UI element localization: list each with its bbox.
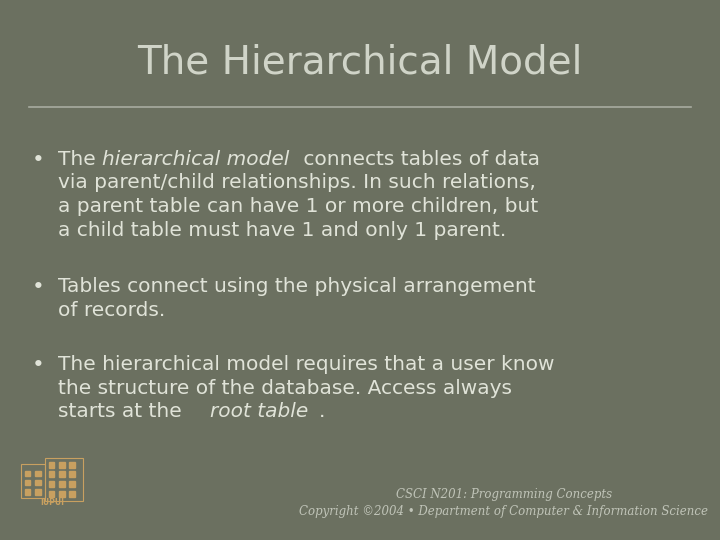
Bar: [24, 489, 30, 495]
Text: •: •: [32, 355, 45, 375]
Text: starts at the: starts at the: [58, 402, 188, 421]
Bar: [59, 481, 65, 487]
Bar: [59, 462, 65, 468]
Bar: [35, 470, 40, 476]
Text: The hierarchical model requires that a user know: The hierarchical model requires that a u…: [58, 355, 554, 374]
Text: hierarchical model: hierarchical model: [102, 150, 289, 169]
Text: .: .: [319, 402, 325, 421]
Text: Tables connect using the physical arrangement: Tables connect using the physical arrang…: [58, 277, 536, 296]
Bar: [35, 489, 40, 495]
Text: connects tables of data: connects tables of data: [297, 150, 540, 169]
Text: •: •: [32, 150, 45, 170]
Bar: [45, 457, 83, 501]
Bar: [69, 491, 75, 497]
Bar: [69, 481, 75, 487]
Bar: [59, 491, 65, 497]
Text: via parent/child relationships. In such relations,: via parent/child relationships. In such …: [58, 173, 536, 192]
Text: a parent table can have 1 or more children, but: a parent table can have 1 or more childr…: [58, 197, 539, 216]
Bar: [49, 491, 54, 497]
Text: The: The: [58, 150, 102, 169]
Bar: [69, 471, 75, 477]
Bar: [24, 470, 30, 476]
Text: IUPUI: IUPUI: [40, 498, 64, 507]
Text: of records.: of records.: [58, 300, 166, 320]
Bar: [69, 462, 75, 468]
Text: •: •: [32, 277, 45, 297]
Text: CSCI N201: Programming Concepts: CSCI N201: Programming Concepts: [396, 488, 612, 501]
Text: the structure of the database. Access always: the structure of the database. Access al…: [58, 379, 512, 397]
Text: root table: root table: [210, 402, 308, 421]
Bar: [22, 464, 45, 498]
Text: Copyright ©2004 • Department of Computer & Information Science: Copyright ©2004 • Department of Computer…: [300, 505, 708, 518]
Bar: [49, 462, 54, 468]
Bar: [49, 481, 54, 487]
Bar: [35, 480, 40, 485]
Bar: [49, 471, 54, 477]
Text: The Hierarchical Model: The Hierarchical Model: [138, 43, 582, 81]
Bar: [24, 480, 30, 485]
Bar: [59, 471, 65, 477]
Text: a child table must have 1 and only 1 parent.: a child table must have 1 and only 1 par…: [58, 220, 506, 240]
